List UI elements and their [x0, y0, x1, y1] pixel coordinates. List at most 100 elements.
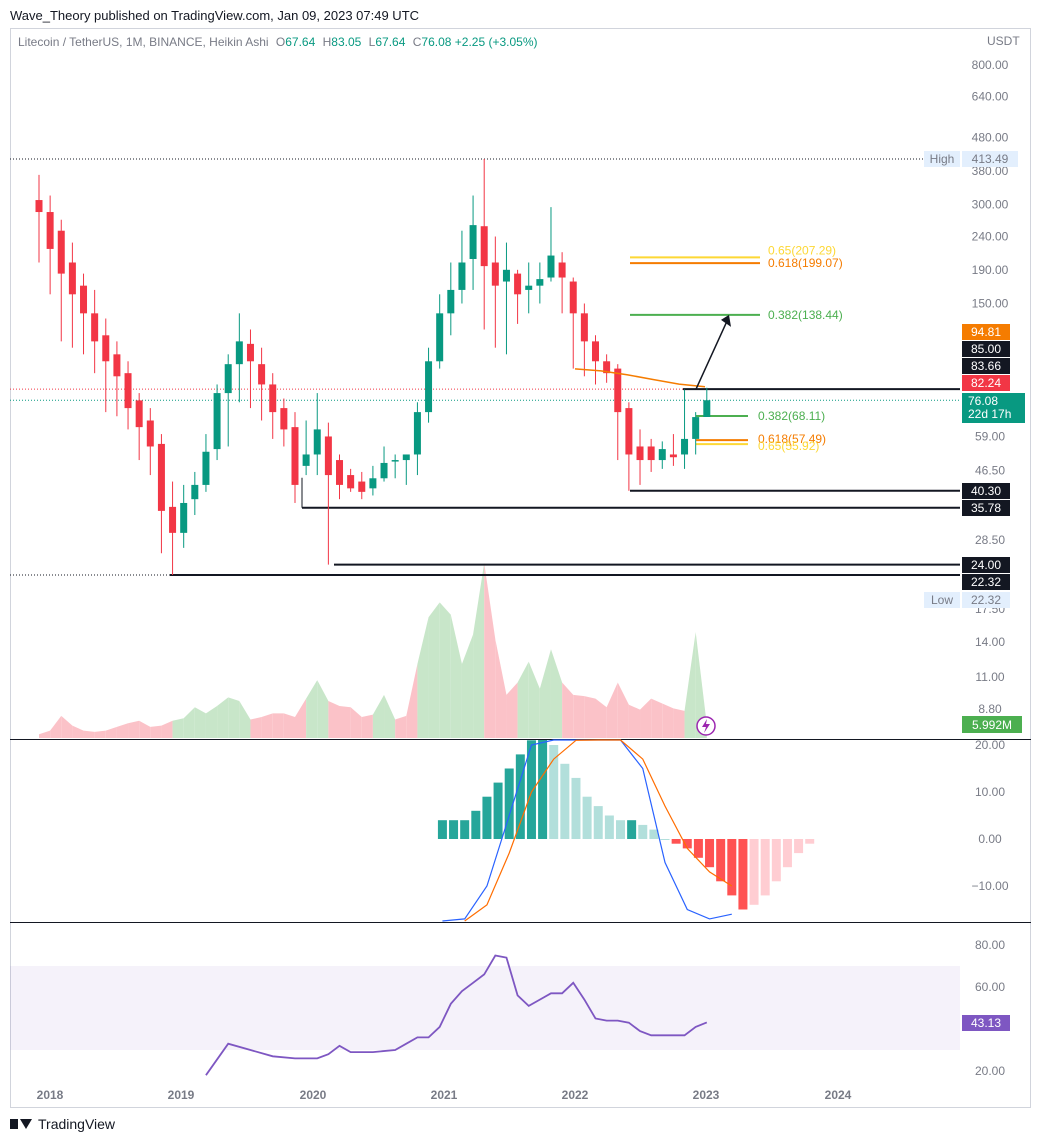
low-label: L — [368, 35, 376, 49]
volume-area-segment — [461, 634, 474, 738]
volume-area-segment — [261, 713, 273, 738]
candle-body — [324, 436, 332, 476]
publisher-line: Wave_Theory published on TradingView.com… — [10, 8, 420, 23]
rsi-band — [10, 966, 960, 1050]
tradingview-footer: TradingView — [10, 1116, 115, 1132]
candle-body — [469, 225, 477, 259]
volume-area-segment — [317, 680, 329, 738]
tradingview-brand: TradingView — [38, 1116, 116, 1132]
candle-body — [113, 354, 121, 377]
macd-histogram-bar — [437, 820, 447, 839]
volume-area-segment — [272, 713, 284, 738]
candle-body — [480, 226, 488, 267]
candle-body — [681, 438, 689, 455]
volume-area-segment — [205, 705, 218, 738]
volume-area-segment — [372, 694, 385, 738]
price-badge-label: 85.00 — [971, 342, 1001, 356]
candle-body — [302, 454, 310, 466]
macd-histogram-bar — [449, 820, 459, 839]
volume-area-segment — [495, 639, 507, 738]
rsi-tick-label: 80.00 — [975, 938, 1005, 952]
volume-area-segment — [217, 697, 229, 738]
price-badge-label: 40.30 — [971, 484, 1001, 498]
fib-level-label: 0.65(207.29) — [768, 243, 836, 257]
low-value-box — [962, 592, 1010, 608]
x-tick-label: 2020 — [300, 1088, 327, 1102]
candle-body — [157, 443, 165, 511]
close-value: 76.08 — [421, 35, 452, 49]
price-badge-label: 94.81 — [971, 325, 1001, 339]
macd-tick-label: 10.00 — [975, 785, 1005, 799]
candle-body — [658, 449, 666, 461]
macd-histogram-bar — [593, 806, 603, 839]
candle-body — [536, 279, 544, 286]
volume-area-segment — [539, 649, 551, 738]
candle-body — [102, 335, 110, 362]
candle-body — [68, 262, 76, 295]
candle-body — [57, 230, 65, 274]
replay-icon-bolt — [702, 719, 710, 733]
candle-body — [235, 341, 243, 365]
macd-histogram-bar — [782, 839, 792, 868]
volume-area-segment — [595, 698, 607, 738]
x-tick-label: 2019 — [168, 1088, 195, 1102]
volume-area-segment — [83, 730, 95, 738]
x-tick-label: 2018 — [37, 1088, 64, 1102]
volume-area-segment — [450, 614, 462, 738]
volume-area-segment — [328, 701, 340, 738]
volume-area-segment — [72, 725, 84, 738]
macd-histogram-bar — [560, 763, 570, 839]
price-badge-label: 35.78 — [971, 501, 1001, 515]
macd-histogram-bar — [771, 839, 781, 882]
x-tick-label: 2022 — [562, 1088, 589, 1102]
macd-tick-label: 0.00 — [978, 832, 1002, 846]
symbol-label[interactable]: Litecoin / TetherUS, 1M, BINANCE, Heikin… — [18, 35, 269, 49]
volume-area-segment — [562, 682, 574, 738]
fib-level-label: 0.618(57.49) — [758, 432, 826, 446]
x-tick-label: 2023 — [693, 1088, 720, 1102]
candle-body — [224, 364, 232, 394]
x-tick-label: 2024 — [825, 1088, 852, 1102]
volume-area-segment — [172, 718, 184, 738]
price-badge — [962, 557, 1010, 573]
price-badge — [962, 358, 1010, 374]
candle-body — [46, 212, 54, 249]
macd-histogram-bar — [660, 839, 670, 840]
price-tick-label: 59.00 — [975, 429, 1005, 443]
macd-histogram-bar — [538, 740, 548, 839]
candle-body — [491, 262, 499, 286]
candle-body — [614, 368, 622, 413]
volume-area-segment — [228, 697, 240, 738]
candle-body — [502, 269, 510, 282]
macd-histogram-bar — [549, 745, 559, 839]
price-tick-label: 380.00 — [972, 164, 1009, 178]
macd-histogram-bar — [749, 839, 759, 905]
rsi-badge — [962, 1015, 1010, 1031]
last-price-label: 76.08 — [968, 394, 998, 408]
candle-body — [669, 454, 677, 458]
candle-body — [603, 361, 611, 374]
candle-body — [380, 462, 388, 479]
forecast-arrow-head — [721, 314, 731, 327]
candle-body — [358, 481, 366, 492]
macd-histogram-bar — [649, 829, 659, 839]
candle-body — [413, 412, 421, 455]
tradingview-logo-icon — [10, 1117, 32, 1131]
volume-area-segment — [361, 714, 373, 738]
volume-area-segment — [50, 715, 62, 738]
macd-histogram-bar — [738, 839, 748, 910]
macd-histogram-bar — [638, 824, 648, 839]
open-value: 67.64 — [285, 35, 316, 49]
candle-body — [269, 384, 277, 413]
macd-histogram-bar — [526, 740, 536, 839]
candle-body — [425, 361, 433, 413]
change-value: +2.25 (+3.05%) — [454, 35, 538, 49]
close-label: C — [412, 35, 422, 49]
macd-histogram-bar — [571, 777, 581, 839]
candle-body — [35, 200, 43, 213]
volume-area-segment — [662, 703, 674, 738]
volume-area-segment — [573, 694, 585, 738]
candle-body — [313, 429, 321, 455]
open-label: O — [275, 35, 286, 49]
